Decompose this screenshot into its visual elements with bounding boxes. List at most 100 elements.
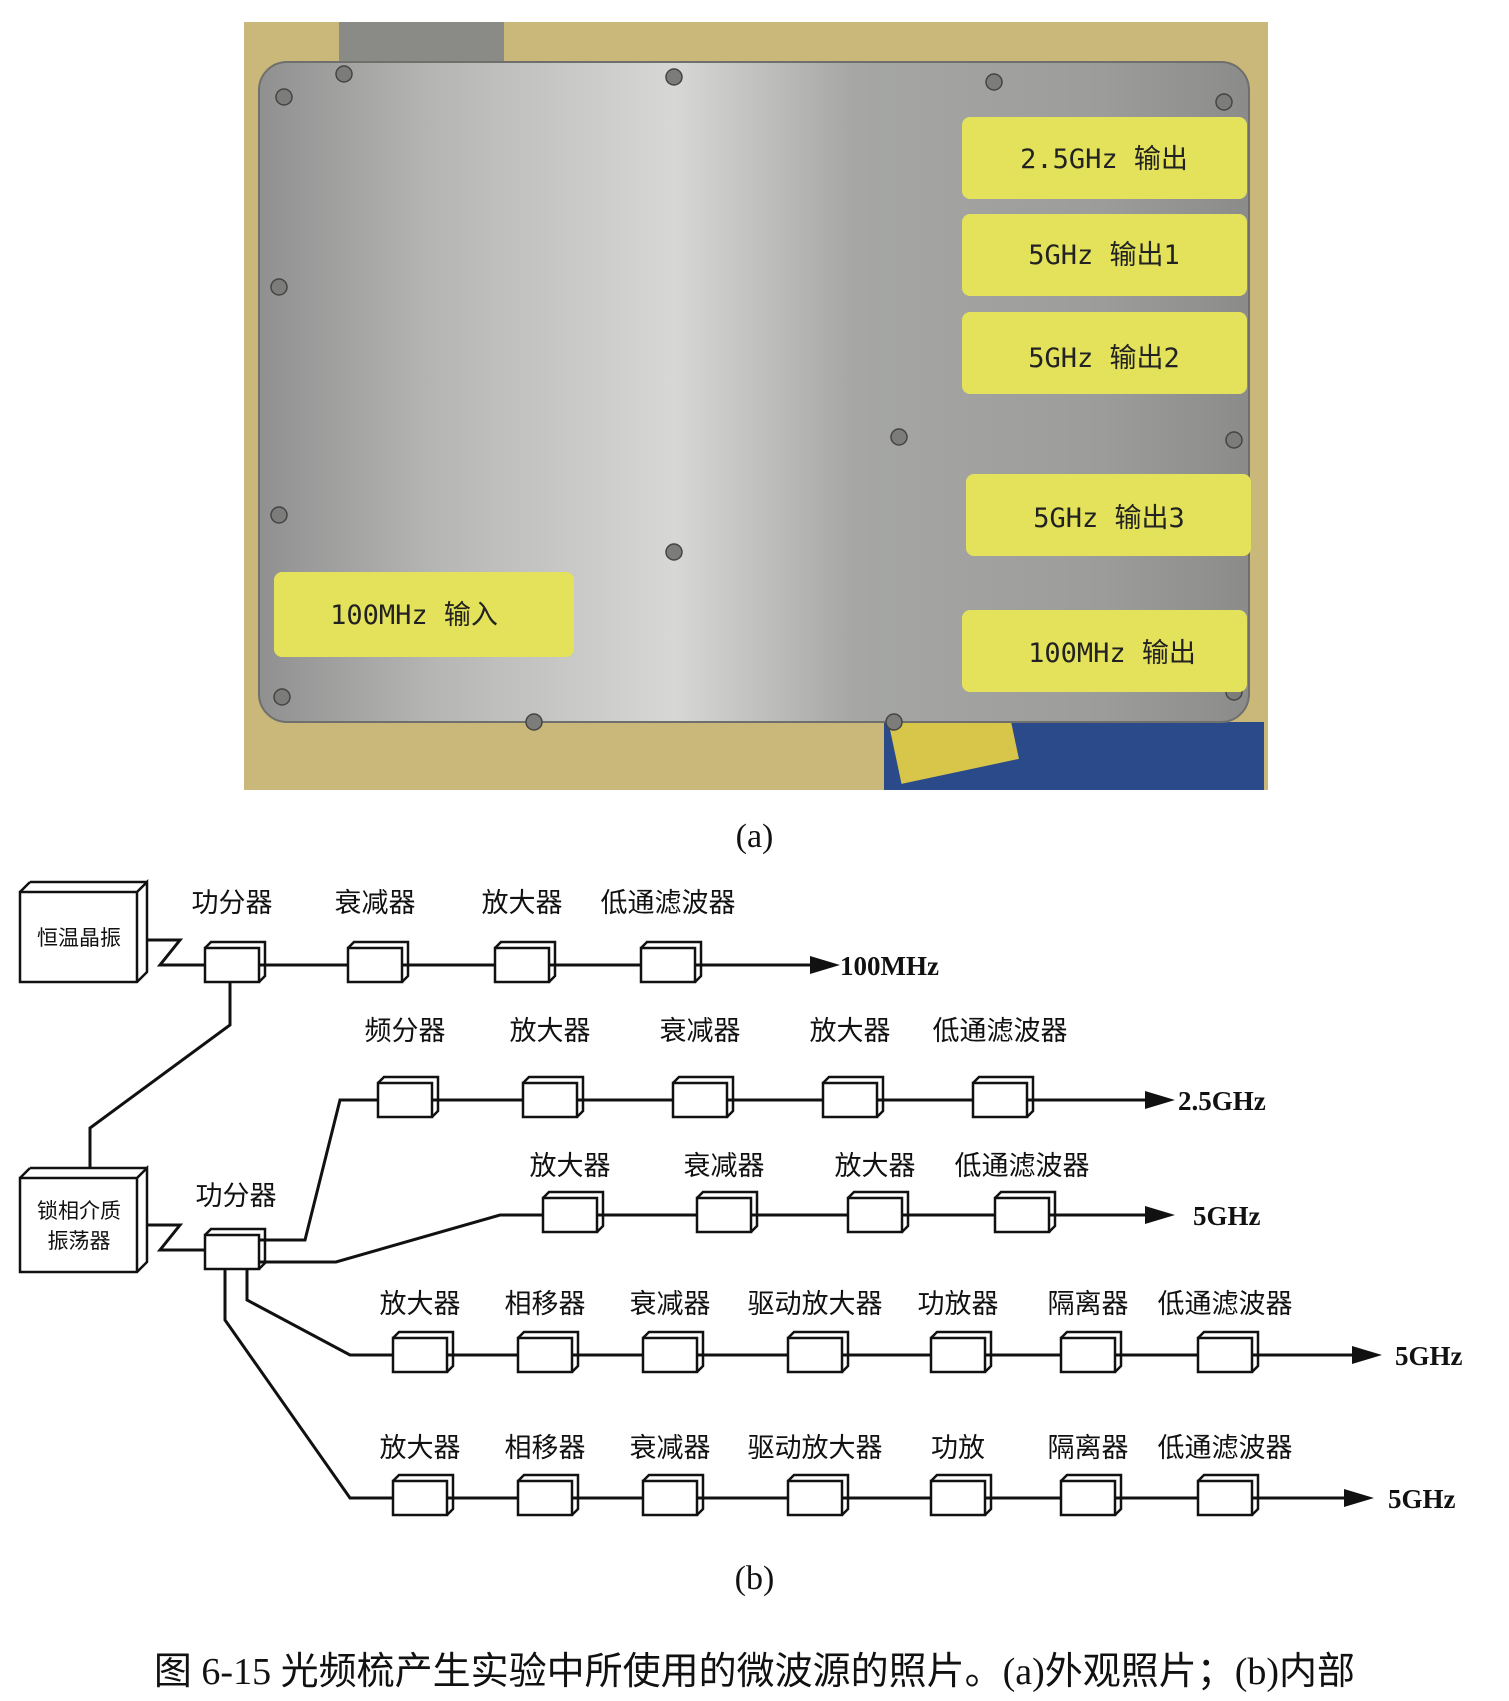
component-block: 放大器	[835, 1151, 916, 1234]
component-box-depth	[392, 1330, 455, 1373]
component-block: 放大器	[482, 888, 563, 984]
component-label: 衰减器	[684, 1151, 765, 1182]
pldro-label-line1: 锁相介质	[37, 1199, 121, 1223]
arrow-head	[1145, 1206, 1175, 1224]
component-box	[516, 1336, 574, 1374]
component-label: 衰减器	[660, 1016, 741, 1047]
component-box	[671, 1081, 729, 1119]
component-box	[391, 1479, 449, 1517]
component-block: 频分器	[365, 1016, 446, 1119]
component-box	[993, 1196, 1051, 1234]
component-label: 放大器	[380, 1433, 461, 1464]
output-frequency-label: 100MHz	[840, 951, 939, 981]
block-diagram: 恒温晶振 锁相介质 振荡器 功分器 功分器 衰减器 放大器 低通滤波器100MHz频分…	[18, 878, 1463, 1517]
component-label: 隔离器	[1048, 1433, 1129, 1464]
label-text: 5GHz 输出3	[1033, 503, 1185, 534]
component-box	[846, 1196, 904, 1234]
component-box	[1059, 1336, 1117, 1374]
component-block: 放大器	[380, 1433, 461, 1517]
component-label: 放大器	[380, 1289, 461, 1320]
component-box	[641, 1479, 699, 1517]
sync-link	[88, 980, 232, 1168]
label-text: 5GHz 输出2	[1028, 343, 1180, 374]
ocxo-connector	[147, 938, 205, 967]
component-box-depth	[994, 1190, 1057, 1233]
arrow-head	[1344, 1489, 1374, 1507]
output-frequency-label: 2.5GHz	[1178, 1086, 1266, 1116]
component-block: 衰减器	[630, 1289, 711, 1374]
component-box-depth	[696, 1190, 759, 1233]
component-label: 相移器	[505, 1289, 586, 1320]
component-box-depth	[377, 1075, 440, 1118]
component-box	[391, 1336, 449, 1374]
component-box-depth	[517, 1473, 580, 1516]
label-5ghz-output-3: 5GHz 输出3	[966, 474, 1251, 556]
component-label: 放大器	[810, 1016, 891, 1047]
component-box	[516, 1479, 574, 1517]
component-block: 功分器	[192, 888, 273, 984]
component-box-depth	[930, 1330, 993, 1373]
component-block: 低通滤波器	[601, 888, 736, 984]
component-label: 低通滤波器	[933, 1016, 1068, 1047]
component-box	[1196, 1479, 1254, 1517]
component-box	[929, 1336, 987, 1374]
output-frequency-label: 5GHz	[1395, 1341, 1463, 1371]
label-100mhz-output: 100MHz 输出	[962, 610, 1247, 692]
component-box-depth	[787, 1473, 850, 1516]
label-2-5ghz-output: 2.5GHz 输出	[962, 117, 1247, 199]
component-box-depth	[787, 1330, 850, 1373]
branch-5ghz-2	[245, 1269, 393, 1357]
component-box	[541, 1196, 599, 1234]
component-box	[929, 1479, 987, 1517]
component-box	[695, 1196, 753, 1234]
branch-5ghz-1	[259, 1213, 545, 1264]
component-box-depth	[822, 1075, 885, 1118]
label-5ghz-output-2: 5GHz 输出2	[962, 312, 1247, 394]
component-block: 低通滤波器	[955, 1151, 1090, 1234]
device-photo: 2.5GHz 输出 5GHz 输出1 5GHz 输出2 5GHz 输出3 100…	[244, 22, 1268, 790]
component-label: 隔离器	[1048, 1289, 1129, 1320]
ocxo-label: 恒温晶振	[37, 926, 121, 950]
component-box	[1196, 1336, 1254, 1374]
component-box-depth	[930, 1473, 993, 1516]
label-text: 2.5GHz 输出	[1020, 144, 1188, 175]
component-box-depth	[640, 940, 703, 983]
label-text: 5GHz 输出1	[1028, 240, 1180, 271]
component-box-depth	[522, 1075, 585, 1118]
component-label: 低通滤波器	[1158, 1289, 1293, 1320]
component-label: 衰减器	[335, 888, 416, 919]
output-frequency-label: 5GHz	[1388, 1484, 1456, 1514]
component-label: 低通滤波器	[1158, 1433, 1293, 1464]
component-box-depth	[1060, 1330, 1123, 1373]
label-text: 100MHz 输出	[1028, 638, 1196, 669]
pldro-connector	[147, 1223, 205, 1252]
component-box	[1059, 1479, 1117, 1517]
component-box	[346, 946, 404, 984]
mid-splitter-label: 功分器	[196, 1181, 277, 1212]
label-5ghz-output-1: 5GHz 输出1	[962, 214, 1247, 296]
pldro-source-box: 锁相介质 振荡器	[18, 1164, 149, 1274]
component-box-depth	[1060, 1473, 1123, 1516]
mid-splitter-box	[203, 1227, 267, 1271]
component-label: 衰减器	[630, 1433, 711, 1464]
component-label: 放大器	[835, 1151, 916, 1182]
component-box	[786, 1479, 844, 1517]
component-box-depth	[972, 1075, 1035, 1118]
component-box-depth	[494, 940, 557, 983]
component-block: 相移器	[505, 1289, 586, 1374]
label-text: 100MHz 输入	[330, 600, 498, 631]
caption-a: (a)	[735, 818, 774, 855]
component-box-depth	[672, 1075, 735, 1118]
component-box-depth	[642, 1330, 705, 1373]
output-frequency-label: 5GHz	[1193, 1201, 1261, 1231]
caption-b: (b)	[734, 1560, 775, 1597]
component-label: 驱动放大器	[748, 1433, 883, 1464]
component-block: 隔离器	[1048, 1433, 1129, 1517]
component-box	[203, 946, 261, 984]
component-label: 驱动放大器	[748, 1289, 883, 1320]
component-box	[821, 1081, 879, 1119]
component-block: 隔离器	[1048, 1289, 1129, 1374]
component-box-depth	[642, 1473, 705, 1516]
component-block: 低通滤波器	[1158, 1433, 1293, 1517]
